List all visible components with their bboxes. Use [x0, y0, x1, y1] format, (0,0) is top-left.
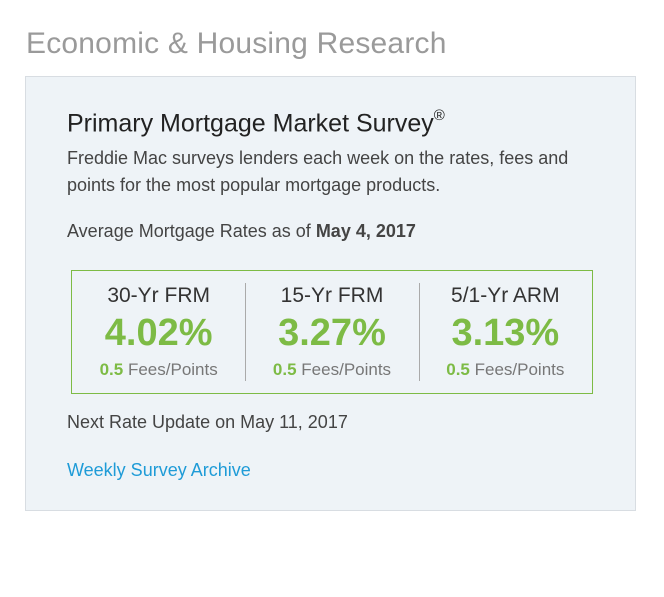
card-description: Freddie Mac surveys lenders each week on… [67, 148, 569, 195]
registered-mark: ® [433, 107, 445, 124]
fees-points-value: 0.5 [272, 360, 297, 379]
weekly-survey-archive-link[interactable]: Weekly Survey Archive [67, 460, 251, 480]
as-of-date: May 4, 2017 [315, 221, 416, 241]
rate-name: 30-Yr FRM [107, 284, 210, 307]
rate-5-1yr-arm: 5/1-Yr ARM 3.13% 0.5 Fees/Points [418, 271, 592, 393]
as-of-prefix: Average Mortgage Rates as of [67, 221, 316, 241]
rates-as-of: Average Mortgage Rates as of May 4, 2017 [67, 221, 416, 242]
rate-value: 4.02% [104, 312, 213, 354]
rate-fees: 0.5 Fees/Points [419, 360, 592, 380]
rate-name: 5/1-Yr ARM [451, 284, 560, 307]
next-rate-update: Next Rate Update on May 11, 2017 [67, 412, 348, 432]
rate-fees: 0.5 Fees/Points [72, 360, 245, 380]
fees-points-label: Fees/Points [127, 360, 218, 379]
rate-value: 3.13% [451, 312, 560, 354]
rates-box: 30-Yr FRM 4.02% 0.5 Fees/Points 15-Yr FR… [71, 270, 593, 394]
rate-fees: 0.5 Fees/Points [245, 360, 418, 380]
rate-15yr-frm: 15-Yr FRM 3.27% 0.5 Fees/Points [245, 271, 418, 393]
card-title-text: Primary Mortgage Market Survey [67, 109, 434, 138]
fees-points-value: 0.5 [99, 360, 124, 379]
pmms-card: Primary Mortgage Market Survey® Freddie … [25, 76, 636, 511]
section-title: Economic & Housing Research [26, 27, 447, 60]
fees-points-label: Fees/Points [474, 360, 565, 379]
fees-points-label: Fees/Points [301, 360, 392, 379]
rate-30yr-frm: 30-Yr FRM 4.02% 0.5 Fees/Points [72, 271, 245, 393]
rate-name: 15-Yr FRM [280, 284, 384, 307]
card-title: Primary Mortgage Market Survey® [67, 107, 445, 138]
fees-points-value: 0.5 [446, 360, 470, 379]
rate-value: 3.27% [278, 312, 386, 354]
